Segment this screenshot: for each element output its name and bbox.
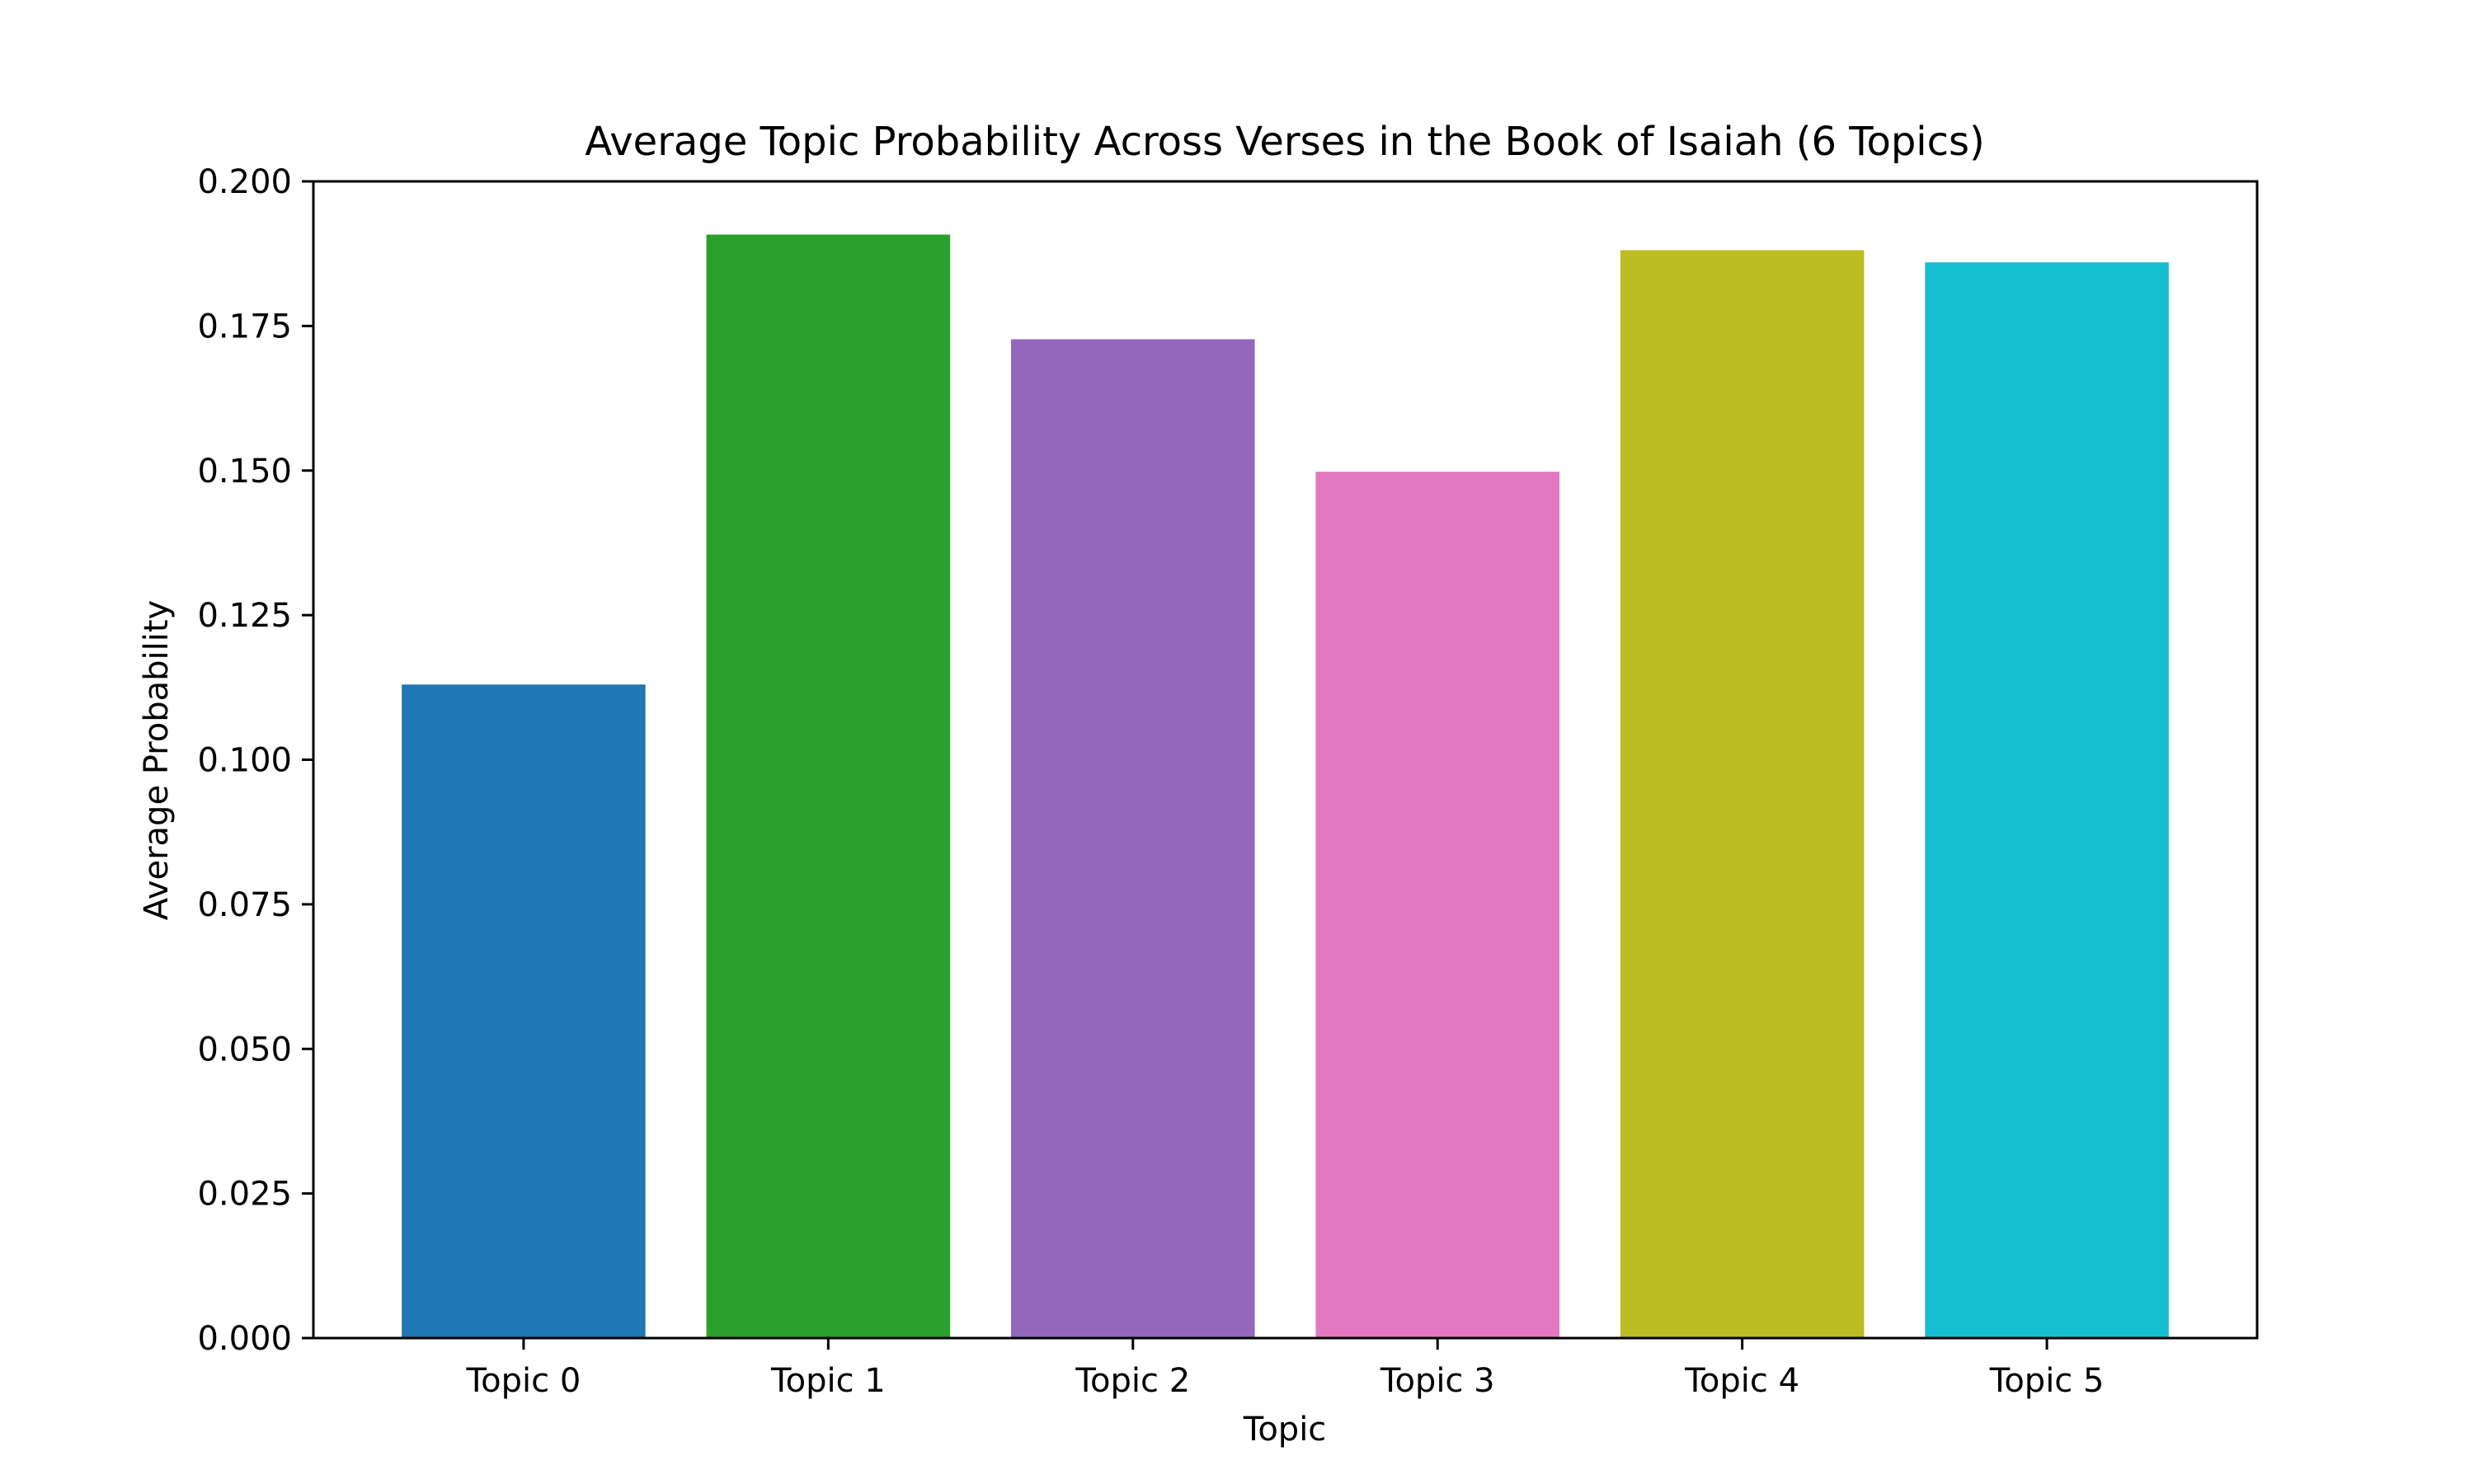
x-axis-label: Topic [1243,1411,1327,1449]
x-tick-label: Topic 2 [1075,1362,1190,1400]
bar-4 [1620,250,1865,1338]
plot-frame [312,180,2259,1340]
x-tick-label: Topic 5 [1989,1362,2105,1400]
x-tick-label: Topic 4 [1684,1362,1799,1400]
bars-group [402,234,2169,1339]
y-tick-label: 0.175 [197,308,292,345]
y-tick-label: 0.000 [197,1320,292,1358]
bar-2 [1011,339,1255,1338]
y-tick-label: 0.125 [197,597,292,635]
y-tick-label: 0.150 [197,453,292,491]
chart-title: Average Topic Probability Across Verses … [585,119,1985,165]
bar-1 [706,234,951,1339]
y-tick-label: 0.200 [197,163,292,201]
y-tick-label: 0.100 [197,742,292,780]
y-tick-label: 0.075 [197,886,292,924]
y-tick-label: 0.050 [197,1031,292,1068]
y-axis: 0.000 0.025 0.050 0.075 0.100 0.125 0.150 0.175… [197,163,313,1358]
x-axis: Topic 0 Topic 1 Topic 2 Topic 3 Topic 4 Topic… [466,1338,2105,1400]
x-tick-label: Topic 1 [770,1362,886,1400]
bar-5 [1925,262,2169,1339]
x-tick-label: Topic 3 [1380,1362,1495,1400]
y-tick-label: 0.025 [197,1176,292,1214]
y-axis-label: Average Probability [138,600,176,920]
bar-0 [402,684,646,1338]
bar-3 [1315,472,1559,1338]
x-tick-label: Topic 0 [466,1362,581,1400]
